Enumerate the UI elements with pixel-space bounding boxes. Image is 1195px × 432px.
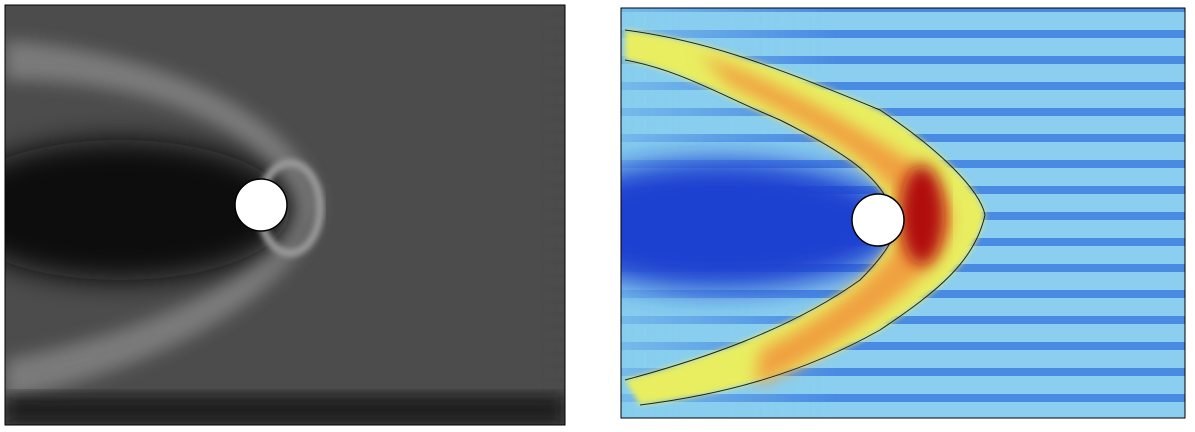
blue-wake	[621, 160, 900, 290]
bright-arc	[5, 40, 320, 400]
grayscale-panel	[5, 5, 565, 425]
panel-border	[620, 7, 1186, 419]
contour-line	[624, 29, 986, 406]
bottom-shadow	[5, 395, 565, 425]
colormap-panel	[621, 8, 1185, 418]
dark-wake	[5, 140, 290, 280]
cylinder	[851, 193, 905, 247]
panel-border	[4, 4, 566, 426]
yellow-band	[625, 30, 985, 405]
orange-band	[700, 55, 952, 385]
cylinder	[234, 178, 288, 232]
red-core	[900, 165, 944, 265]
